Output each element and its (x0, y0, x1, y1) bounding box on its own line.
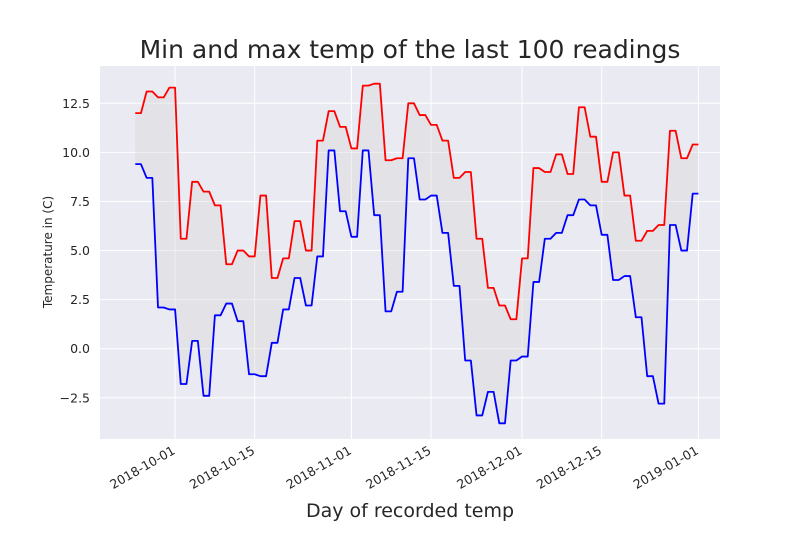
y-tick-labels: −2.5 0.0 2.5 5.0 7.5 10.0 12.5 (60, 96, 90, 405)
y-tick-label: 10.0 (62, 145, 90, 160)
y-tick-label: −2.5 (60, 390, 90, 405)
y-tick-label: 5.0 (70, 243, 90, 258)
x-axis-label: Day of recorded temp (306, 500, 514, 522)
x-tick-label: 2019-01-01 (630, 443, 700, 492)
x-tick-label: 2018-11-01 (283, 443, 353, 492)
y-tick-label: 7.5 (70, 194, 90, 209)
x-tick-label: 2018-12-01 (454, 443, 524, 492)
y-tick-label: 2.5 (70, 292, 90, 307)
x-tick-label: 2018-10-01 (107, 443, 177, 492)
chart-title: Min and max temp of the last 100 reading… (140, 35, 681, 64)
x-tick-label: 2018-10-15 (187, 443, 257, 492)
y-tick-label: 12.5 (62, 96, 90, 111)
x-tick-label: 2018-12-15 (534, 443, 604, 492)
x-tick-labels: 2018-10-01 2018-10-15 2018-11-01 2018-11-15… (107, 443, 701, 492)
y-tick-label: 0.0 (70, 341, 90, 356)
y-axis-label: Temperature in (C) (41, 196, 55, 309)
x-tick-label: 2018-11-15 (363, 443, 433, 492)
